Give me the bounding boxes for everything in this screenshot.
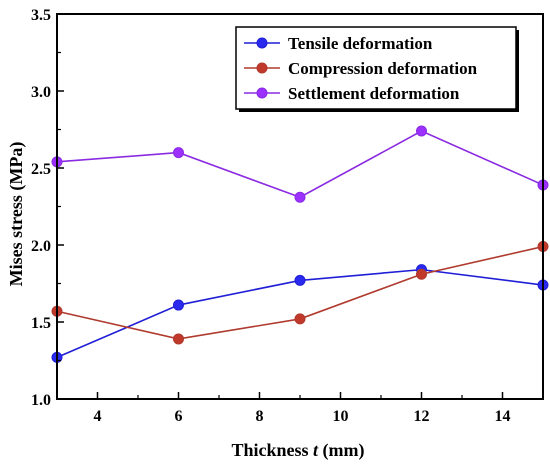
y-tick-label: 3.0 [31, 84, 51, 101]
series-line [56, 130, 544, 199]
legend-swatch-marker [256, 87, 268, 99]
legend: Tensile deformation Compression deformati… [235, 26, 519, 112]
x-tick-label: 6 [175, 408, 183, 425]
legend-item: Tensile deformation [244, 34, 433, 53]
y-tick-label: 2.5 [31, 161, 51, 178]
series-line [56, 245, 544, 340]
x-axis-label-variable: t [313, 440, 319, 460]
legend-label: Tensile deformation [288, 34, 433, 53]
legend-swatch-marker [256, 37, 268, 49]
y-tick-label: 1.0 [31, 392, 51, 409]
data-point [416, 268, 427, 280]
series-3 [51, 125, 549, 203]
series-2 [51, 241, 549, 345]
data-point [416, 125, 427, 137]
x-tick-label: 10 [333, 408, 349, 425]
data-point [294, 191, 306, 203]
y-tick-label: 2.0 [31, 238, 51, 255]
axes: 4 6 8 10 12 14 1.0 1.5 2.0 2.5 3.0 3.5 [31, 7, 544, 425]
data-point [173, 147, 184, 159]
x-tick-label: 8 [256, 408, 264, 425]
y-axis-label: Mises stress (MPa) [6, 142, 27, 287]
data-point [294, 274, 306, 286]
legend-swatch-marker [256, 62, 268, 74]
legend-label: Compression deformation [288, 59, 478, 78]
legend-item: Compression deformation [244, 59, 478, 78]
data-point [294, 313, 306, 325]
legend-item: Settlement deformation [244, 84, 460, 103]
legend-box [235, 26, 517, 110]
data-point [173, 299, 184, 311]
x-tick-label: 4 [94, 408, 102, 425]
x-axis-label: Thickness t (mm) [231, 440, 364, 461]
series-group [51, 125, 549, 363]
x-axis-label-unit: (mm) [318, 440, 364, 461]
x-tick-label: 14 [495, 408, 511, 425]
y-tick-label: 3.5 [31, 7, 51, 24]
x-tick-label: 12 [414, 408, 430, 425]
x-axis-label-text: Thickness [231, 440, 313, 460]
legend-label: Settlement deformation [288, 84, 460, 103]
y-tick-label: 1.5 [31, 315, 51, 332]
data-point [173, 333, 184, 345]
